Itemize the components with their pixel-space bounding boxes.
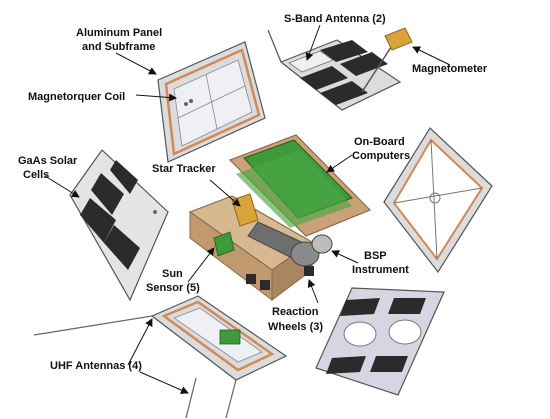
label-bsp-line1: BSP	[364, 250, 387, 262]
solar-cell	[370, 356, 408, 372]
solar-cell	[91, 173, 124, 215]
leader-aluminum-panel	[115, 52, 157, 75]
magnetometer	[361, 27, 413, 93]
leader-bsp	[331, 250, 359, 264]
label-obc-line1: On-Board	[354, 136, 405, 148]
leader-sband	[305, 24, 321, 61]
solar-cell	[320, 81, 368, 105]
label-magnetometer: Magnetometer	[412, 63, 488, 75]
central-bus-core	[188, 134, 372, 302]
left-panel	[69, 149, 169, 302]
uhf-antenna-whip	[33, 315, 153, 336]
s-band-antenna-mast	[267, 29, 282, 63]
sun-sensor	[213, 231, 235, 257]
label-gaas-line1: GaAs Solar	[18, 155, 78, 167]
leader-gaas	[44, 175, 80, 198]
leader-magnetorquer	[135, 93, 177, 102]
label-reaction-line2: Wheels (3)	[268, 321, 323, 333]
solar-cell	[104, 225, 140, 270]
leader-star-tracker	[209, 179, 241, 207]
leader-magnetometer	[412, 46, 451, 66]
label-obc-line2: Computers	[352, 150, 410, 162]
callout-labels: Aluminum Panel and Subframe Magnetorquer…	[18, 13, 488, 372]
solar-cell	[110, 160, 138, 194]
label-aluminum-panel-line1: Aluminum Panel	[76, 27, 162, 39]
label-aluminum-panel-line2: and Subframe	[82, 41, 155, 53]
right-panel	[383, 127, 493, 274]
top-right-panel	[267, 29, 402, 111]
label-magnetorquer: Magnetorquer Coil	[28, 91, 125, 103]
label-sband: S-Band Antenna (2)	[284, 13, 386, 25]
label-uhf: UHF Antennas (4)	[50, 360, 142, 372]
uhf-antenna-whip	[225, 379, 237, 419]
solar-cell	[388, 298, 426, 314]
leader-obc	[326, 154, 353, 173]
label-gaas-line2: Cells	[23, 169, 49, 181]
leader-uhf-1	[127, 318, 153, 366]
top-left-panel	[157, 41, 266, 163]
solar-cell	[340, 298, 380, 316]
callout-leaders	[44, 24, 451, 394]
bottom-panel	[33, 295, 288, 419]
bottom-right-panel	[315, 287, 445, 396]
label-star-tracker: Star Tracker	[152, 163, 216, 175]
solar-cell	[320, 40, 368, 62]
uhf-antenna-whip	[185, 377, 197, 419]
reaction-wheel	[304, 266, 314, 276]
leader-uhf-2	[139, 371, 189, 394]
solar-cell	[80, 198, 116, 243]
reaction-wheel	[260, 280, 270, 290]
label-reaction-line1: Reaction	[272, 306, 319, 318]
leader-sun-sensor	[187, 247, 215, 283]
reaction-wheel	[246, 274, 256, 284]
label-sun-sensor-line1: Sun	[162, 268, 183, 280]
solar-cell	[300, 66, 348, 90]
solar-cell	[340, 52, 388, 76]
solar-cell	[326, 356, 366, 374]
label-bsp-line2: Instrument	[352, 264, 409, 276]
leader-reaction-wheels	[307, 279, 319, 304]
label-sun-sensor-line2: Sensor (5)	[146, 282, 200, 294]
